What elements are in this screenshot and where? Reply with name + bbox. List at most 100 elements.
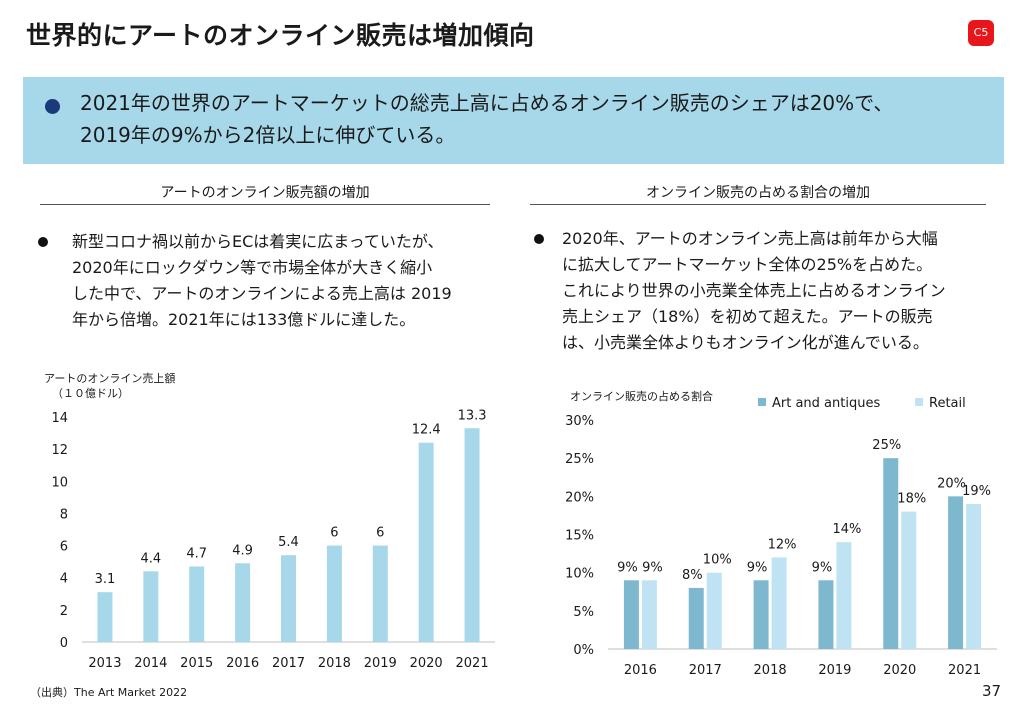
y-tick-label: 30% (565, 414, 594, 429)
y-tick-label: 20% (565, 490, 594, 505)
data-label: 9% (617, 560, 638, 575)
y-tick-label: 5% (573, 605, 594, 620)
right-bullet-text: 2020年、アートのオンライン売上高は前年から大幅 に拡大してアートマーケット全… (562, 226, 946, 356)
banner-text: 2021年の世界のアートマーケットの総売上高に占めるオンライン販売のシェアは20… (80, 87, 990, 151)
bar (753, 580, 769, 649)
x-tick-label: 2019 (364, 656, 397, 671)
y-tick-label: 10% (565, 567, 594, 582)
right-bullet-line: 売上シェア（18%）を初めて超えた。アートの販売 (562, 307, 933, 326)
data-label: 9% (812, 560, 833, 575)
bar (464, 428, 480, 642)
bar (901, 511, 917, 649)
bar (948, 496, 964, 649)
online-share-bar-chart: オンライン販売の占める割合 Art and antiques Retail 0% 5% 1… (565, 389, 997, 678)
banner-line-2: 2019年の9%から2倍以上に伸びている。 (80, 123, 456, 147)
data-label: 5.4 (278, 535, 299, 550)
left-section-heading: アートのオンライン販売額の増加 (40, 182, 490, 205)
data-label: 9% (642, 560, 663, 575)
y-tick-label: 25% (565, 452, 594, 467)
bar (641, 580, 657, 649)
page-title: 世界的にアートのオンライン販売は増加傾向 (26, 21, 535, 50)
data-label: 14% (832, 522, 861, 537)
right-bullet-line: これにより世界の小売業全体売上に占めるオンライン (562, 281, 946, 300)
data-label: 4.4 (140, 551, 161, 566)
online-sales-bar-chart: アートのオンライン売上額 （１０億ドル） 0 2 4 6 8 10 12 14 3.1 2013 4.4… (44, 372, 495, 671)
bar (235, 563, 251, 642)
data-label: 12.4 (412, 423, 441, 438)
data-label: 19% (962, 484, 991, 499)
bar (281, 555, 296, 642)
x-tick-label: 2018 (318, 656, 351, 671)
data-label: 13.3 (458, 408, 487, 423)
bar (688, 587, 704, 649)
data-label: 20% (937, 476, 966, 491)
y-tick-label: 12 (51, 443, 68, 458)
left-bullet-text: 新型コロナ禍以前からECは着実に広まっていたが、 2020年にロックダウン等で市… (72, 229, 452, 333)
x-tick-label: 2021 (948, 663, 981, 678)
bar (189, 566, 205, 642)
data-label: 6 (376, 526, 384, 541)
y-tick-label: 6 (60, 540, 68, 555)
data-label: 8% (682, 568, 703, 583)
x-tick-label: 2016 (226, 656, 259, 671)
data-label: 10% (703, 553, 732, 568)
right-bullet-line: に拡大してアートマーケット全体の25%を占めた。 (562, 255, 933, 274)
left-bullet-line: 2020年にロックダウン等で市場全体が大きく縮小 (72, 258, 433, 277)
legend-swatch (758, 398, 766, 406)
x-tick-label: 2014 (134, 656, 167, 671)
left-bullet-icon (38, 237, 48, 247)
right-bullet-line: は、小売業全体よりもオンライン化が進んでいる。 (562, 333, 929, 352)
banner-line-1: 2021年の世界のアートマーケットの総売上高に占めるオンライン販売のシェアは20… (80, 91, 894, 115)
bar (883, 458, 899, 649)
left-bullet-line: 新型コロナ禍以前からECは着実に広まっていたが、 (72, 232, 444, 251)
bar (143, 571, 159, 642)
summary-banner: 2021年の世界のアートマーケットの総売上高に占めるオンライン販売のシェアは20… (23, 77, 1004, 164)
data-label: 9% (747, 560, 768, 575)
bar (326, 545, 342, 642)
data-label: 25% (872, 438, 901, 453)
y-tick-label: 15% (565, 529, 594, 544)
y-tick-label: 8 (60, 507, 68, 522)
banner-bullet-icon (45, 99, 60, 114)
bar (418, 442, 434, 642)
right-bullet-line: 2020年、アートのオンライン売上高は前年から大幅 (562, 229, 938, 248)
data-label: 18% (897, 492, 926, 507)
x-tick-label: 2015 (180, 656, 213, 671)
source-note: （出典）The Art Market 2022 (30, 686, 188, 699)
right-section-heading: オンライン販売の占める割合の増加 (530, 182, 986, 205)
legend-swatch (915, 398, 923, 406)
x-tick-label: 2019 (818, 663, 851, 678)
x-tick-label: 2013 (88, 656, 121, 671)
bar (836, 542, 852, 649)
bar (771, 557, 787, 649)
right-bullet-icon (534, 234, 544, 244)
legend-label: Art and antiques (772, 396, 880, 411)
y-tick-label: 14 (51, 411, 68, 426)
x-tick-label: 2017 (689, 663, 722, 678)
page-number: 37 (982, 682, 1002, 700)
bar (706, 572, 722, 649)
y-tick-label: 10 (51, 475, 68, 490)
x-tick-label: 2016 (624, 663, 657, 678)
bar (97, 592, 113, 642)
y-tick-label: 0 (60, 636, 68, 651)
x-tick-label: 2017 (272, 656, 305, 671)
x-tick-label: 2020 (410, 656, 443, 671)
y-tick-label: 4 (60, 572, 68, 587)
data-label: 4.7 (186, 546, 207, 561)
data-label: 3.1 (95, 572, 116, 587)
legend-label: Retail (929, 396, 966, 411)
x-tick-label: 2018 (754, 663, 787, 678)
bar (966, 503, 982, 649)
bar (818, 580, 834, 649)
y-axis-title: オンライン販売の占める割合 (570, 389, 713, 403)
left-bullet-line: した中で、アートのオンラインによる売上高は 2019 (72, 284, 452, 303)
data-label: 6 (330, 526, 338, 541)
y-tick-label: 0% (573, 643, 594, 658)
bar (623, 580, 639, 649)
y-axis-unit: （１０億ドル） (52, 387, 129, 400)
y-tick-label: 2 (60, 604, 68, 619)
y-axis-title: アートのオンライン売上額 (44, 372, 175, 385)
data-label: 4.9 (232, 543, 253, 558)
x-tick-label: 2020 (883, 663, 916, 678)
